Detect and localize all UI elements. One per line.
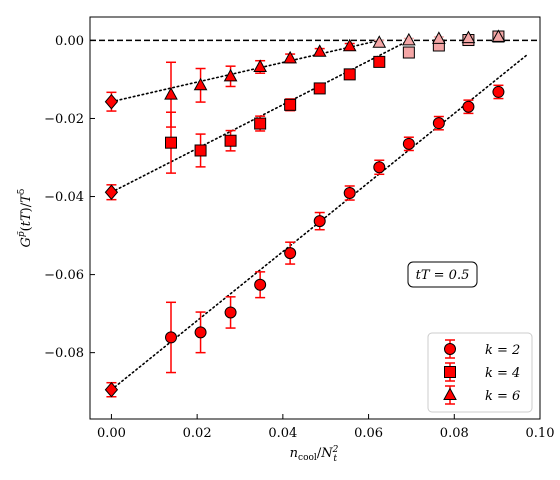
data-point-3-5 — [283, 50, 297, 64]
y-tick-label-2: −0.02 — [44, 112, 84, 127]
plot-area — [90, 29, 540, 398]
data-point-2-2 — [194, 144, 207, 157]
y-tick-label-3: −0.04 — [44, 190, 84, 205]
legend-marker-1 — [444, 343, 456, 355]
x-tick-label-5: 0.08 — [440, 426, 469, 441]
data-point-1-1 — [165, 331, 177, 344]
x-tick-label-2: 0.02 — [183, 426, 212, 441]
data-point-2-7 — [343, 68, 356, 81]
x-tick-label-4: 0.06 — [354, 426, 383, 441]
axis-ticks: 0.00 0.02 0.04 0.06 0.08 0.10 0.00 −0.02 −0.04 −0… — [44, 34, 554, 441]
data-point-3-6 — [312, 44, 327, 57]
data-point-1-11 — [462, 100, 475, 113]
x-tick-label-6: 0.10 — [526, 426, 555, 441]
data-point-1-8 — [373, 161, 386, 174]
extrapolated-point-3 — [104, 93, 119, 110]
data-point-2-8 — [373, 55, 386, 68]
legend-entry-1: k = 2 — [444, 339, 520, 359]
extrapolated-point-1 — [104, 381, 119, 398]
data-point-1-3 — [224, 306, 237, 319]
legend-entry-3: k = 6 — [443, 385, 520, 405]
y-tick-label-5: −0.08 — [44, 346, 84, 361]
data-point-1-9 — [402, 137, 415, 150]
legend-entry-2: k = 4 — [444, 362, 520, 382]
legend: k = 2 k = 4 k = 6 — [427, 332, 533, 413]
data-point-1-7 — [343, 187, 356, 200]
legend-label-2: k = 4 — [485, 366, 520, 381]
series-1 — [104, 84, 505, 398]
data-point-2-5 — [284, 98, 297, 111]
data-point-3-10 — [432, 31, 446, 44]
plot-frame — [89, 16, 541, 420]
data-point-1-4 — [254, 278, 267, 291]
data-point-3-7 — [342, 38, 357, 52]
y-tick-label-1: 0.00 — [55, 34, 84, 49]
data-point-1-6 — [313, 215, 326, 228]
data-point-1-12 — [492, 85, 505, 98]
x-tick-label-3: 0.04 — [268, 426, 297, 441]
x-tick-label-1: 0.00 — [97, 426, 126, 441]
annotation-box: tT = 0.5 — [407, 261, 478, 288]
data-point-2-3 — [224, 134, 237, 147]
data-point-2-1 — [165, 136, 177, 149]
y-axis-label: Gp̃(tT)/T5 — [16, 188, 34, 247]
data-point-3-3 — [223, 68, 238, 82]
series-3 — [104, 29, 506, 128]
fit-line-3 — [110, 39, 381, 103]
y-tick-label-4: −0.06 — [44, 268, 84, 283]
legend-marker-3 — [443, 387, 457, 400]
data-point-2-6 — [313, 82, 326, 95]
extrapolated-point-2 — [104, 184, 119, 201]
data-point-3-9 — [402, 32, 416, 46]
data-point-3-11 — [461, 30, 476, 44]
legend-label-1: k = 2 — [485, 343, 520, 358]
legend-marker-2 — [444, 366, 456, 378]
data-point-2-4 — [254, 117, 267, 130]
data-point-2-9 — [402, 46, 415, 59]
annotation-text: tT = 0.5 — [416, 268, 470, 283]
data-point-3-12 — [491, 29, 506, 42]
data-point-3-8 — [372, 35, 387, 48]
data-point-3-1 — [164, 87, 178, 100]
data-point-1-2 — [194, 326, 207, 339]
legend-label-3: k = 6 — [485, 389, 520, 404]
data-point-1-10 — [432, 117, 445, 130]
data-point-3-2 — [193, 77, 208, 91]
data-point-3-4 — [253, 59, 267, 72]
data-point-1-5 — [284, 247, 297, 260]
